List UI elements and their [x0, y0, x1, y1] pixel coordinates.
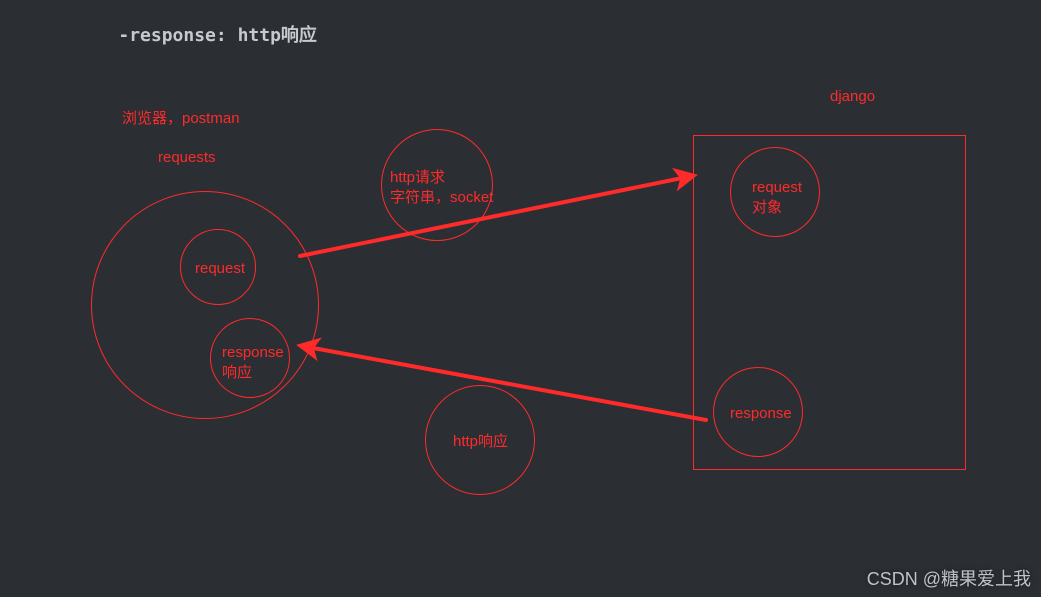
http-request-line1: http请求	[390, 169, 445, 186]
http-request-line2: 字符串，socket	[390, 189, 493, 206]
header-code-line: -response: http响应	[75, 0, 317, 68]
http-request-label: http请求 字符串，socket	[390, 168, 493, 207]
response-circle-line2: 响应	[222, 364, 252, 381]
arrow-request	[300, 176, 692, 256]
watermark: CSDN @糖果爱上我	[867, 565, 1031, 591]
label-django: django	[830, 87, 875, 107]
header-prefix: -response: http	[118, 25, 281, 46]
response-circle-label: response 响应	[222, 343, 284, 382]
response-circle-line1: response	[222, 344, 284, 361]
header-suffix: 响应	[281, 25, 317, 45]
requests-outer-circle	[91, 191, 319, 419]
django-response-label: response	[730, 404, 792, 424]
django-request-label: request 对象	[752, 178, 802, 217]
django-request-line1: request	[752, 179, 802, 196]
label-browser: 浏览器，postman	[122, 109, 240, 129]
diagram-canvas: -response: http响应 浏览器，postman requests d…	[0, 0, 1041, 597]
django-request-line2: 对象	[752, 199, 782, 216]
http-response-label: http响应	[453, 432, 508, 452]
label-requests: requests	[158, 148, 216, 168]
request-circle-label: request	[195, 259, 245, 279]
